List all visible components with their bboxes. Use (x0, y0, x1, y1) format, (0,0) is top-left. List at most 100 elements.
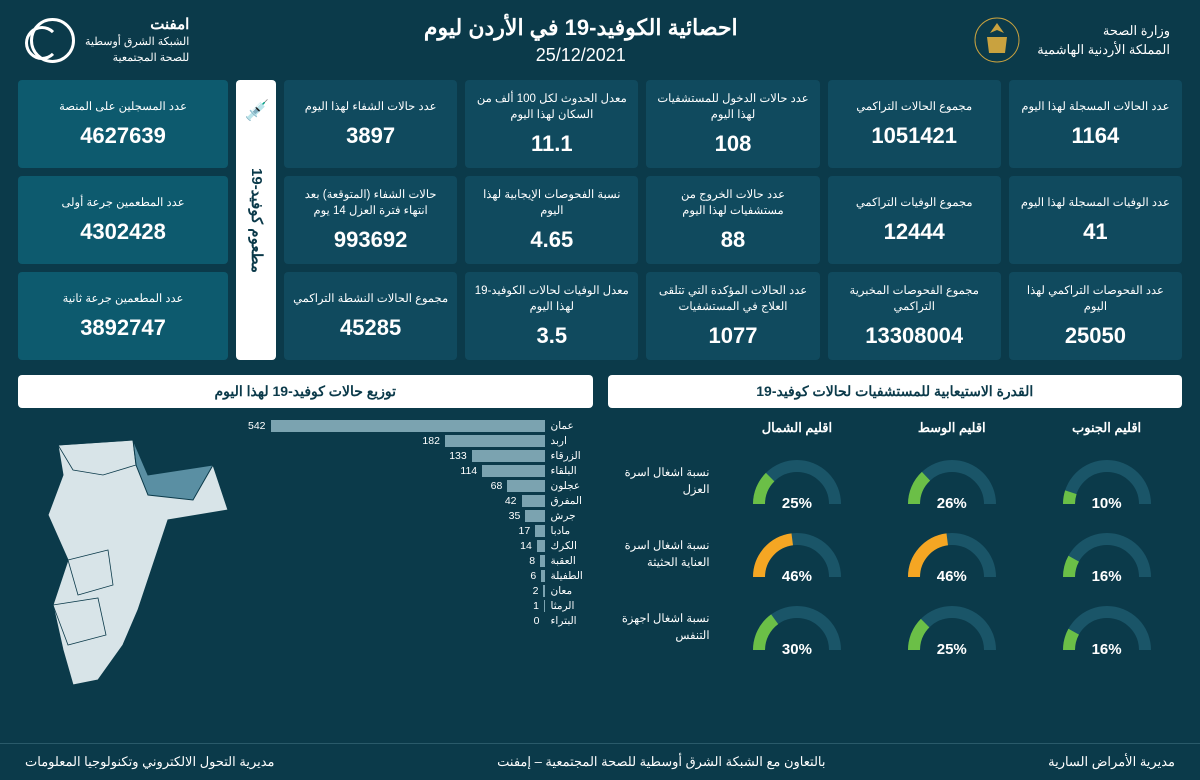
bar-label: اربد (551, 435, 593, 447)
stat-value: 88 (654, 227, 811, 253)
distribution-panel: توزيع حالات كوفيد-19 لهذا اليوم عمان542 ا… (18, 375, 593, 700)
bar-value: 2 (533, 585, 539, 597)
vaccine-card: عدد المطعمين جرعة ثانية3892747 (18, 272, 228, 360)
gauge-value: 16% (1057, 568, 1157, 585)
bar-label: البتراء (551, 615, 593, 627)
stat-card: معدل الوفيات لحالات الكوفيد-19 لهذا اليو… (465, 272, 638, 360)
region-header: اقليم الجنوب (1031, 420, 1182, 441)
gauge-row-label: نسبة اشغال اجهزة التنفس (608, 595, 718, 660)
bar-track: 68 (248, 480, 545, 492)
stat-value: 12444 (836, 219, 993, 245)
bar-row: المفرق42 (248, 495, 593, 507)
stat-value: 41 (1017, 219, 1174, 245)
bar-value: 17 (519, 525, 531, 537)
bar-label: مادبا (551, 525, 593, 537)
bar-fill (540, 555, 544, 567)
stat-value: 3.5 (473, 323, 630, 349)
bar-track: 133 (248, 450, 545, 462)
stat-card: عدد الفحوصات التراكمي لهذا اليوم 25050 (1009, 272, 1182, 360)
distribution-title: توزيع حالات كوفيد-19 لهذا اليوم (18, 375, 593, 408)
stat-card: معدل الحدوث لكل 100 ألف من السكان لهذا ا… (465, 80, 638, 168)
gauge-row-label: نسبة اشغال اسرة العناية الحثيثة (608, 522, 718, 587)
stat-label: عدد حالات الخروج من مستشفيات لهذا اليوم (654, 187, 811, 219)
stat-label: عدد الحالات المسجلة لهذا اليوم (1017, 99, 1174, 115)
stat-card: عدد الحالات المسجلة لهذا اليوم1164 (1009, 80, 1182, 168)
region-header: اقليم الشمال (722, 420, 873, 441)
page-title: احصائية الكوفيد-19 في الأردن ليوم (189, 15, 972, 41)
ministry-line1: وزارة الصحة (1037, 21, 1170, 41)
bar-label: معان (551, 585, 593, 597)
bar-label: جرش (551, 510, 593, 522)
bar-fill (541, 570, 544, 582)
stat-value: 993692 (292, 227, 449, 253)
stat-value: 1051421 (836, 123, 993, 149)
bar-fill (537, 540, 545, 552)
gauge: 10% (1057, 449, 1157, 514)
stat-label: معدل الوفيات لحالات الكوفيد-19 لهذا اليو… (473, 283, 630, 315)
gauge: 25% (902, 595, 1002, 660)
stat-card: مجموع الحالات النشطة التراكمي45285 (284, 272, 457, 360)
bar-label: الكرك (551, 540, 593, 552)
stat-card: عدد حالات الخروج من مستشفيات لهذا اليوم 8… (646, 176, 819, 264)
bar-label: عجلون (551, 480, 593, 492)
stat-value: 25050 (1017, 323, 1174, 349)
bar-fill (445, 435, 545, 447)
stat-value: 45285 (292, 315, 449, 341)
bar-fill (543, 585, 544, 597)
bar-row: مادبا 17 (248, 525, 593, 537)
bar-row: عجلون 68 (248, 480, 593, 492)
stat-card: مجموع الوفيات التراكمي 12444 (828, 176, 1001, 264)
stats-grid: عدد الحالات المسجلة لهذا اليوم1164مجموع … (0, 80, 1200, 360)
gauge-value: 25% (902, 641, 1002, 658)
bar-fill (525, 510, 544, 522)
vaccine-card: عدد المطعمين جرعة أولى4302428 (18, 176, 228, 264)
stat-label: عدد الحالات المؤكدة التي تتلقى العلاج في… (654, 283, 811, 315)
syringe-icon: 💉 (244, 98, 268, 122)
bar-track: 14 (248, 540, 545, 552)
bar-value: 133 (449, 450, 467, 462)
bar-row: الكرك 14 (248, 540, 593, 552)
gauge: 30% (747, 595, 847, 660)
bar-value: 42 (505, 495, 517, 507)
bar-row: جرش 35 (248, 510, 593, 522)
vaccine-value: 4302428 (26, 219, 220, 245)
bar-value: 1 (533, 600, 539, 612)
bar-fill (482, 465, 544, 477)
stat-label: مجموع الفحوصات المخبرية التراكمي (836, 283, 993, 315)
stat-label: عدد الفحوصات التراكمي لهذا اليوم (1017, 283, 1174, 315)
stat-value: 3897 (292, 123, 449, 149)
emphnet-logo-icon (30, 18, 75, 63)
gauge: 16% (1057, 522, 1157, 587)
bar-value: 542 (248, 420, 266, 432)
bar-value: 35 (509, 510, 521, 522)
stat-label: مجموع الحالات التراكمي (836, 99, 993, 115)
ministry-line2: المملكة الأردنية الهاشمية (1037, 40, 1170, 60)
stat-card: عدد حالات الشفاء لهذا اليوم3897 (284, 80, 457, 168)
bar-track: 542 (248, 420, 545, 432)
partner-line3: للصحة المجتمعية (85, 51, 189, 66)
partner-block: امفنت الشبكة الشرق أوسطية للصحة المجتمعي… (30, 14, 189, 66)
bar-row: البلقاء114 (248, 465, 593, 477)
bar-track: 42 (248, 495, 545, 507)
stat-label: مجموع الوفيات التراكمي (836, 195, 993, 211)
gauge: 46% (747, 522, 847, 587)
bar-row: الطفيلة6 (248, 570, 593, 582)
footer-center: بالتعاون مع الشبكة الشرق أوسطية للصحة ال… (497, 754, 825, 770)
jordan-emblem-icon (972, 15, 1022, 65)
bar-value: 114 (460, 465, 477, 477)
bar-row: معان 2 (248, 585, 593, 597)
stat-card: مجموع الفحوصات المخبرية التراكمي13308004 (828, 272, 1001, 360)
bar-row: البتراء 0 (248, 615, 593, 627)
bar-track: 0 (248, 615, 545, 627)
bar-row: عمان542 (248, 420, 593, 432)
stat-value: 4.65 (473, 227, 630, 253)
ministry-block: وزارة الصحة المملكة الأردنية الهاشمية (972, 15, 1170, 65)
bar-track: 35 (248, 510, 545, 522)
stat-card: عدد الحالات المؤكدة التي تتلقى العلاج في… (646, 272, 819, 360)
bar-value: 0 (534, 615, 540, 627)
vaccine-label: عدد المسجلين على المنصة (26, 99, 220, 115)
distribution-bars: عمان542اربد182الزرقاء133البلقاء114عجلون6… (248, 420, 593, 700)
bar-fill (472, 450, 545, 462)
stat-value: 11.1 (473, 131, 630, 157)
capacity-title: القدرة الاستيعابية للمستشفيات لحالات كوف… (608, 375, 1183, 408)
